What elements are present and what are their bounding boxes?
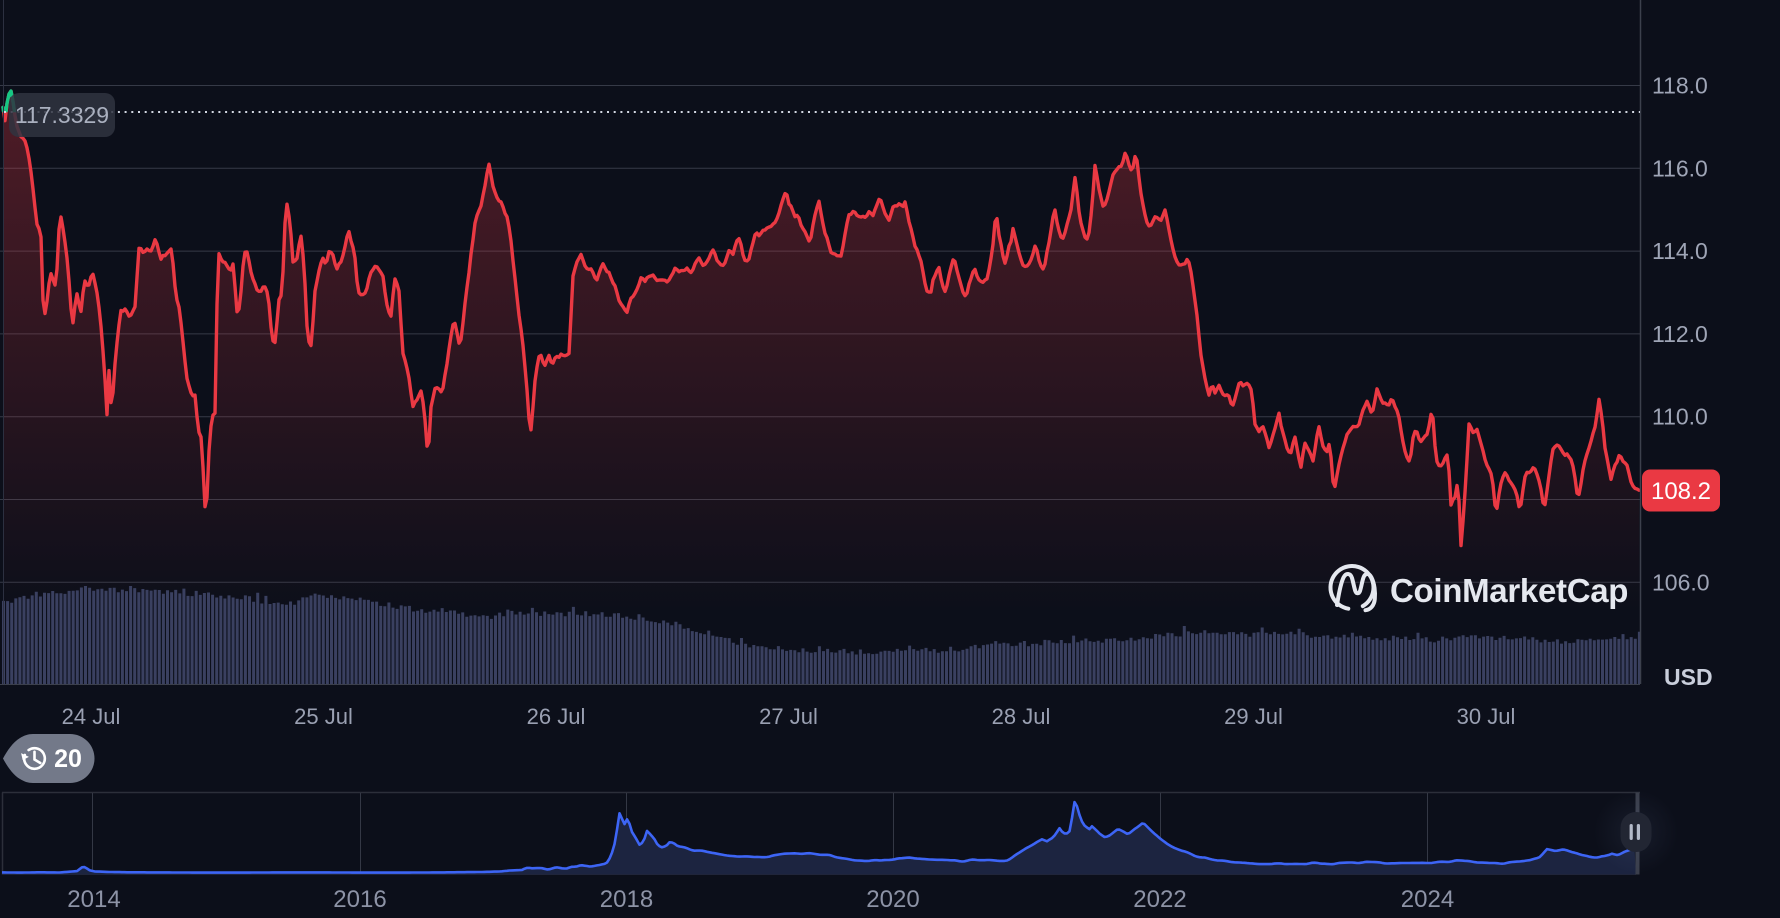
svg-text:2024: 2024 xyxy=(1401,886,1454,913)
svg-text:117.3329: 117.3329 xyxy=(15,102,109,128)
svg-text:USD: USD xyxy=(1664,664,1713,690)
svg-text:106.0: 106.0 xyxy=(1652,569,1710,595)
svg-text:2014: 2014 xyxy=(67,886,120,913)
svg-text:112.0: 112.0 xyxy=(1652,321,1708,347)
svg-text:116.0: 116.0 xyxy=(1652,155,1708,181)
svg-text:110.0: 110.0 xyxy=(1652,404,1708,430)
svg-text:28 Jul: 28 Jul xyxy=(992,704,1051,729)
svg-text:2016: 2016 xyxy=(333,886,386,913)
svg-text:2020: 2020 xyxy=(866,886,919,913)
svg-text:24 Jul: 24 Jul xyxy=(62,704,121,729)
svg-text:2022: 2022 xyxy=(1133,886,1186,913)
svg-text:26 Jul: 26 Jul xyxy=(527,704,586,729)
svg-text:CoinMarketCap: CoinMarketCap xyxy=(1390,572,1628,609)
svg-text:20: 20 xyxy=(54,745,82,773)
svg-text:2018: 2018 xyxy=(600,886,653,913)
svg-text:108.2: 108.2 xyxy=(1651,478,1711,505)
svg-text:118.0: 118.0 xyxy=(1652,73,1708,99)
svg-text:27 Jul: 27 Jul xyxy=(759,704,818,729)
svg-text:25 Jul: 25 Jul xyxy=(294,704,353,729)
svg-text:29 Jul: 29 Jul xyxy=(1224,704,1283,729)
svg-text:30 Jul: 30 Jul xyxy=(1457,704,1516,729)
svg-text:114.0: 114.0 xyxy=(1652,238,1708,264)
